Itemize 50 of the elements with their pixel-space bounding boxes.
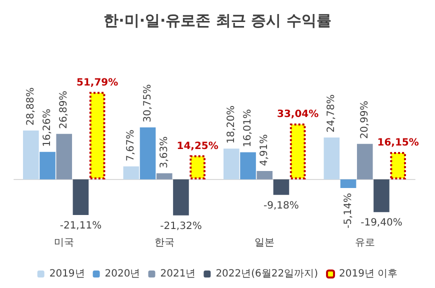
legend-label: 2019년	[49, 268, 85, 280]
bar	[224, 148, 240, 180]
data-label: 3,63%	[158, 136, 170, 168]
bar	[390, 152, 406, 180]
data-label: -21,32%	[160, 220, 202, 232]
legend-label: 2022년(6월22일까지)	[216, 268, 318, 280]
bar	[256, 171, 273, 180]
bar	[340, 179, 356, 188]
bar	[123, 166, 140, 180]
x-tick-label: 일본	[254, 238, 275, 248]
data-label: 4,91%	[259, 134, 270, 166]
legend-label: 2021년	[160, 268, 196, 280]
bar	[356, 144, 373, 180]
data-label: 51,79%	[76, 77, 118, 88]
data-label: 16,01%	[242, 109, 254, 148]
chart-title: 한·미·일·유로존 최근 증시 수익률	[104, 12, 332, 30]
data-label: 14,25%	[176, 140, 218, 152]
data-label: 33,04%	[276, 109, 319, 120]
data-label: -19,40%	[360, 218, 402, 229]
bar	[156, 173, 172, 180]
bar	[40, 152, 56, 180]
data-label: -9,18%	[264, 200, 299, 212]
bar	[324, 137, 340, 180]
bar	[190, 155, 206, 180]
x-tick-label: 유로	[354, 238, 375, 248]
bar	[240, 152, 256, 180]
bar	[290, 124, 306, 180]
bar	[140, 127, 156, 180]
legend-label: 2020년	[104, 268, 140, 280]
data-label: 26,89%	[58, 90, 70, 129]
bar	[72, 179, 89, 215]
bar	[56, 134, 72, 180]
bar	[89, 92, 106, 180]
x-tick-label: 미국	[54, 238, 74, 248]
data-label: 28,88%	[25, 87, 36, 126]
data-label: 20,99%	[359, 100, 370, 139]
x-tick-label: 한국	[154, 238, 174, 248]
bar	[374, 179, 390, 212]
bar	[273, 179, 290, 195]
bar	[173, 179, 189, 216]
legend-label: 2019년 이후	[339, 268, 398, 280]
data-label: 18,20%	[226, 105, 237, 144]
data-label: -21,11%	[60, 220, 102, 232]
data-label: 7,67%	[126, 130, 137, 162]
data-label: 16,26%	[42, 108, 54, 147]
data-label: 24,78%	[326, 94, 338, 132]
data-label: 16,15%	[377, 138, 419, 149]
data-label: 30,75%	[142, 84, 154, 122]
data-label: -5,14%	[342, 193, 354, 228]
bar	[23, 130, 39, 180]
